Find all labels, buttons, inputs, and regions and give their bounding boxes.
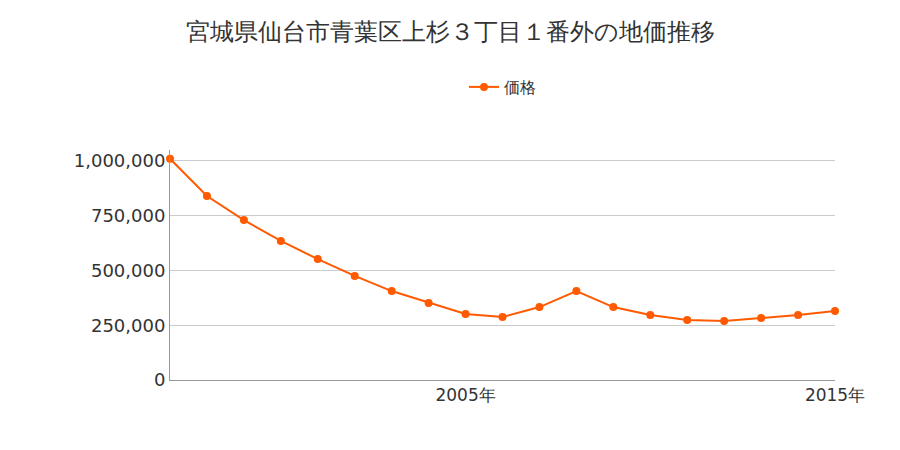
svg-text:500,000: 500,000 (91, 260, 165, 281)
svg-text:2015年: 2015年 (805, 385, 865, 405)
svg-text:0: 0 (154, 369, 165, 390)
svg-text:250,000: 250,000 (91, 315, 165, 336)
svg-text:1,000,000: 1,000,000 (74, 150, 166, 171)
svg-text:2005年: 2005年 (435, 385, 495, 405)
svg-text:宮城県仙台市青葉区上杉３丁目１番外の地価推移: 宮城県仙台市青葉区上杉３丁目１番外の地価推移 (186, 18, 715, 46)
svg-text:750,000: 750,000 (91, 205, 165, 226)
svg-text:価格: 価格 (504, 78, 536, 97)
